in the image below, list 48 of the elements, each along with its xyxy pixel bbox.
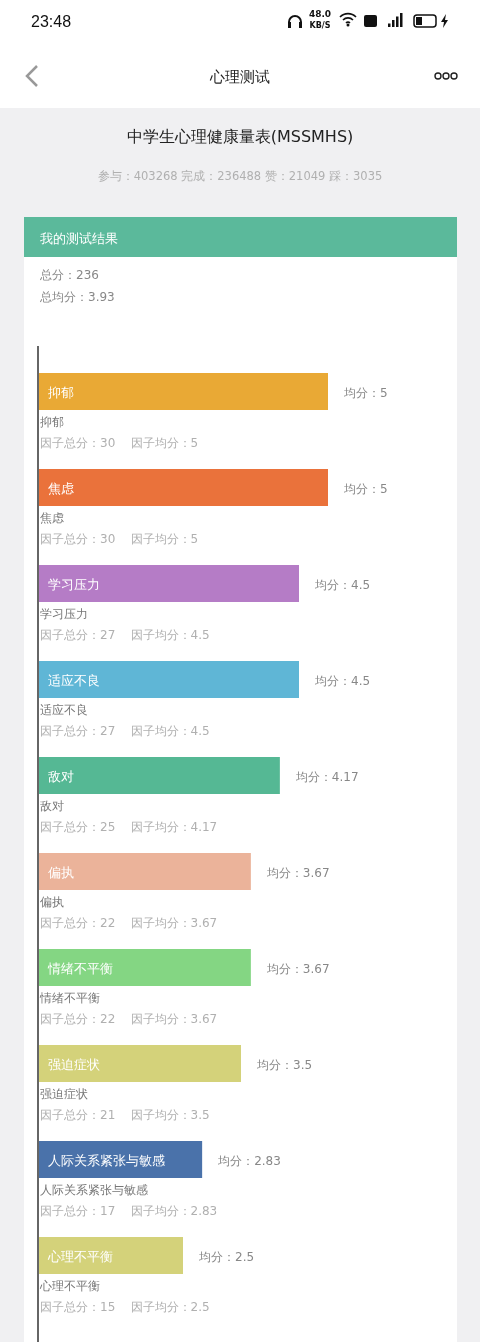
annotation: 因子总分：22 因子均分：3.67	[40, 1012, 218, 1026]
y-tick-label: 人际关系紧张与敏感	[48, 1152, 165, 1168]
data-label: 均分：4.17	[294, 769, 359, 784]
bar	[38, 661, 299, 698]
data-label: 均分：4.5	[314, 577, 371, 592]
annotation: 因子总分：27 因子均分：4.5	[40, 628, 210, 642]
chart-title: 中学生心理健康量表(MSSMHS)	[126, 127, 354, 146]
annotation: 因子总分：17 因子均分：2.83	[40, 1204, 218, 1218]
data-label: 均分：5	[343, 481, 388, 496]
y-tick-label: 适应不良	[48, 672, 100, 688]
y-tick-label: 偏执	[48, 864, 74, 880]
y-tick-label: 抑郁	[48, 384, 74, 400]
data-label: 均分：3.5	[256, 1057, 313, 1072]
text: 总均分：3.93	[39, 290, 115, 304]
text: 心理测试	[209, 68, 270, 86]
data-label: 均分：5	[343, 385, 388, 400]
text: 总分：236	[39, 268, 99, 282]
bar	[38, 757, 280, 794]
data-label: 均分：2.5	[198, 1249, 255, 1264]
bar	[38, 949, 251, 986]
bar	[38, 469, 328, 506]
annotation: 因子总分：15 因子均分：2.5	[40, 1300, 210, 1314]
bar	[38, 853, 251, 890]
annotation: 因子总分：25 因子均分：4.17	[40, 820, 218, 834]
annotation: 因子总分：22 因子均分：3.67	[40, 916, 218, 930]
data-label: 均分：2.83	[217, 1153, 281, 1168]
data-label: 均分：3.67	[265, 961, 330, 976]
text: 我的测试结果	[40, 231, 118, 246]
y-tick-label: 强迫症状	[48, 1056, 100, 1072]
annotation: 因子总分：27 因子均分：4.5	[40, 724, 210, 738]
text: KB/S	[309, 21, 331, 30]
y-tick-label: 敌对	[48, 768, 74, 784]
y-tick-label: 学习压力	[48, 576, 100, 592]
y-tick-label: 焦虑	[48, 480, 74, 496]
bar	[38, 1045, 241, 1082]
annotation: 因子总分：21 因子均分：3.5	[40, 1108, 210, 1122]
y-tick-label: 心理不平衡	[47, 1248, 113, 1264]
bar	[38, 565, 299, 602]
annotation: 因子总分：30 因子均分：5	[40, 436, 199, 450]
text: 48.0	[308, 9, 332, 19]
annotation: 因子总分：30 因子均分：5	[40, 532, 199, 546]
bar	[38, 373, 328, 410]
text: 23:48	[31, 13, 72, 30]
data-label: 均分：4.5	[314, 673, 371, 688]
bar	[38, 1237, 183, 1274]
chart-subtitle: 参与：403268 完成：236488 赞：21049 踩：3035	[97, 169, 383, 183]
data-label: 均分：3.67	[265, 865, 330, 880]
y-tick-label: 情绪不平衡	[47, 960, 113, 976]
